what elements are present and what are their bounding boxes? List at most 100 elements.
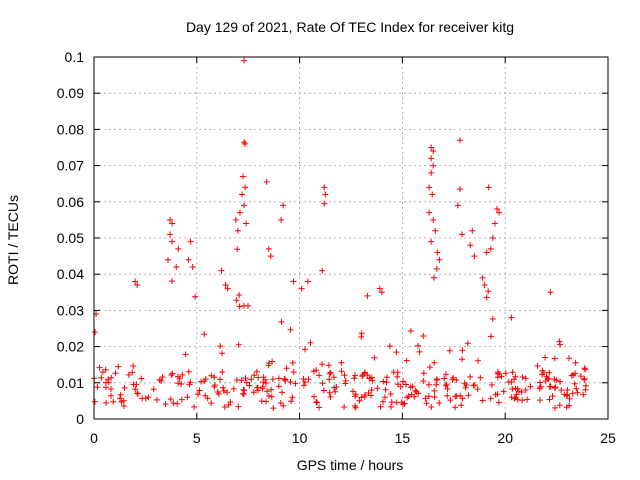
y-tick-label: 0.08 (57, 121, 84, 137)
roti-outlier-point (364, 292, 371, 299)
roti-outlier-point (241, 202, 248, 209)
roti-outlier-point (187, 238, 194, 245)
roti-outlier-point (167, 231, 174, 238)
roti-outlier-point (304, 278, 311, 285)
y-tick-label: 0 (76, 411, 84, 427)
x-tick-labels: 0 5 10 15 20 25 (90, 430, 616, 446)
roti-outlier-point (485, 184, 492, 191)
roti-outlier-point (426, 184, 433, 191)
y-tick-label: 0.04 (57, 266, 84, 282)
roti-outlier-point (430, 148, 437, 155)
data-points (91, 57, 589, 412)
roti-outlier-point (489, 235, 496, 241)
roti-outlier-point (471, 253, 478, 260)
roti-outlier-point (234, 227, 241, 234)
y-axis-label: ROTI / TECUs (5, 195, 21, 285)
roti-outlier-point (132, 278, 139, 285)
roti-outlier-point (239, 191, 246, 198)
roti-outlier-point (428, 155, 435, 162)
y-tick-label: 0.02 (57, 339, 84, 355)
roti-outlier-point (278, 216, 285, 223)
roti-outlier-point (134, 282, 141, 289)
roti-outlier-point (165, 256, 172, 263)
x-tick-label: 20 (497, 430, 513, 446)
roti-outlier-point (319, 267, 326, 274)
y-tick-label: 0.05 (57, 230, 84, 246)
roti-outlier-point (428, 144, 435, 151)
roti-outlier-point (483, 249, 490, 256)
roti-outlier-point (169, 238, 176, 245)
x-tick-label: 10 (292, 430, 308, 446)
roti-outlier-point (92, 329, 99, 336)
roti-outlier-point (456, 137, 463, 144)
roti-outlier-point (298, 285, 305, 292)
y-tick-label: 0.06 (57, 194, 84, 210)
axis-ticks (93, 56, 609, 420)
roti-outlier-point (491, 220, 498, 227)
roti-outlier-point (243, 220, 250, 227)
roti-outlier-point (428, 169, 435, 176)
roti-point-band (91, 246, 589, 412)
roti-outlier-point (481, 282, 488, 289)
roti-outlier-point (185, 256, 192, 263)
y-tick-label: 0.01 (57, 375, 84, 391)
roti-outlier-point (378, 289, 385, 296)
roti-outlier-point (467, 242, 474, 249)
roti-outlier-point (547, 289, 554, 296)
roti-outlier-point (487, 245, 494, 252)
roti-outlier-point (430, 162, 437, 169)
x-tick-label: 25 (600, 430, 616, 446)
x-tick-label: 5 (193, 430, 201, 446)
roti-outlier-point (493, 206, 500, 213)
roti-outlier-point (430, 216, 437, 223)
roti-outlier-point (479, 274, 486, 281)
roti-outlier-point (267, 253, 274, 260)
roti-outlier-point (173, 263, 180, 270)
roti-outlier-point (428, 238, 435, 245)
roti-outlier-point (218, 267, 225, 274)
y-tick-label: 0.09 (57, 85, 84, 101)
roti-outlier-point (242, 184, 249, 191)
roti-outlier-point (280, 202, 287, 209)
roti-outlier-point (265, 245, 272, 252)
roti-outlier-point (240, 173, 247, 180)
roti-outlier-point (242, 140, 249, 147)
roti-outlier-point (456, 186, 463, 193)
grid-lines (94, 57, 608, 419)
roti-outlier-point (454, 202, 461, 209)
x-tick-label: 0 (90, 430, 98, 446)
roti-outlier-point (321, 184, 328, 191)
roti-outlier-point (232, 216, 239, 223)
roti-outlier-point (469, 227, 476, 234)
roti-outlier-point (189, 263, 196, 270)
y-tick-label: 0.07 (57, 158, 84, 174)
roti-outlier-point (222, 282, 229, 289)
roti-outlier-point (496, 209, 503, 216)
roti-outlier-point (236, 209, 243, 216)
roti-outlier-point (376, 285, 383, 292)
roti-outlier-point (263, 178, 270, 185)
y-tick-labels: 0 0.01 0.02 0.03 0.04 0.05 0.06 0.07 0.08 0.09 0.1 (57, 49, 84, 427)
roti-outlier-point (322, 191, 329, 198)
roti-outlier-point (436, 256, 443, 263)
roti-outlier-point (321, 200, 328, 207)
roti-outlier-point (432, 227, 439, 234)
roti-outlier-point (508, 314, 515, 321)
x-tick-label: 15 (395, 430, 411, 446)
y-tick-label: 0.03 (57, 302, 84, 318)
roti-outlier-point (241, 57, 248, 64)
roti-outlier-point (167, 216, 174, 223)
roti-outlier-point (290, 278, 297, 285)
roti-outlier-point (426, 209, 433, 216)
chart-title: Day 129 of 2021, Rate Of TEC Index for r… (186, 19, 514, 35)
x-axis-label: GPS time / hours (297, 457, 404, 473)
roti-outlier-point (434, 249, 441, 256)
roti-outlier-point (459, 231, 466, 238)
roti-outlier-point (169, 220, 176, 227)
roti-outlier-point (175, 245, 182, 252)
roti-outlier-point (224, 285, 231, 292)
y-tick-label: 0.1 (65, 49, 85, 65)
roti-outlier-point (429, 191, 436, 198)
